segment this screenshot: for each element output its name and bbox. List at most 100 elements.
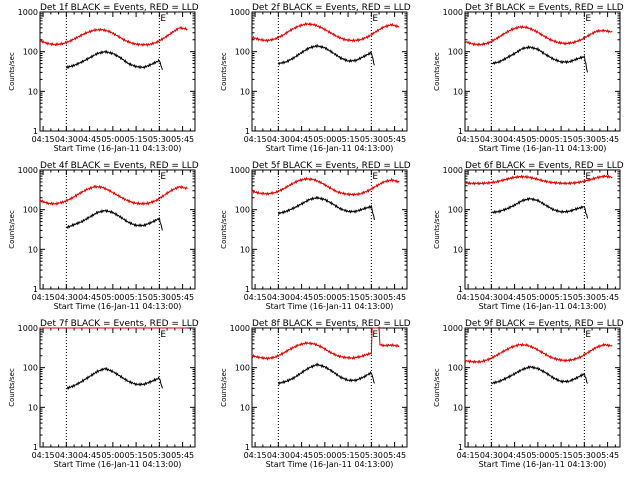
x-tick-label: 05:15	[337, 293, 360, 302]
x-tick-label: 05:45	[383, 135, 406, 144]
panel-title: Det 1f BLACK = Events, RED = LLD	[40, 3, 199, 13]
lld-series-line	[464, 174, 613, 186]
x-tick-label: 05:00	[526, 451, 549, 460]
x-tick-label: 05:00	[101, 451, 124, 460]
x-tick-label: 04:30	[480, 135, 503, 144]
x-tick-label: 05:30	[360, 135, 383, 144]
x-axis-label: Start Time (16-Jan-11 04:13:00)	[479, 460, 607, 469]
y-tick-label: 100	[448, 206, 463, 215]
y-tick-label: 1000	[230, 166, 250, 175]
x-axis-label: Start Time (16-Jan-11 04:13:00)	[266, 460, 394, 469]
panel-title: Det 7f BLACK = Events, RED = LLD	[40, 319, 199, 329]
x-tick-label: 04:15	[244, 135, 267, 144]
events-series-line	[491, 45, 588, 73]
x-axis-label: Start Time (16-Jan-11 04:13:00)	[54, 460, 182, 469]
y-tick-label: 1000	[230, 8, 250, 17]
marker-label: E	[372, 14, 378, 24]
plot-frame	[39, 11, 196, 132]
panel-det-5f: Det 5f BLACK = Events, RED = LLD 1 10 100 10…	[220, 161, 411, 311]
x-tick-label: 05:00	[101, 293, 124, 302]
lld-series-line	[40, 184, 188, 206]
x-tick-label: 05:15	[550, 293, 573, 302]
x-tick-label: 04:15	[457, 293, 480, 302]
panel-title: Det 2f BLACK = Events, RED = LLD	[252, 3, 411, 13]
x-tick-label: 05:45	[596, 293, 619, 302]
x-tick-label: 05:30	[360, 293, 383, 302]
x-tick-label: 05:30	[360, 451, 383, 460]
panel-det-4f: Det 4f BLACK = Events, RED = LLD 1 10 100 10…	[8, 161, 199, 311]
lld-series-line	[251, 21, 400, 43]
lld-series-line	[464, 342, 613, 365]
marker-label: E	[160, 330, 166, 340]
events-series-line	[490, 365, 588, 385]
y-tick-label: 1	[245, 443, 250, 452]
lld-series-line	[251, 176, 400, 197]
x-tick-label: 04:45	[503, 451, 526, 460]
x-tick-label: 05:45	[383, 293, 406, 302]
y-axis-label: Counts/sec	[433, 52, 441, 91]
y-tick-label: 1000	[18, 324, 38, 333]
x-tick-label: 04:30	[55, 451, 78, 460]
panel-det-9f: Det 9f BLACK = Events, RED = LLD 1 10 100 10…	[433, 319, 624, 469]
x-axis-label: Start Time (16-Jan-11 04:13:00)	[266, 302, 394, 311]
panel-det-1f: Det 1f BLACK = Events, RED = LLD 1 10 100 10…	[8, 3, 199, 153]
x-tick-label: 05:30	[573, 135, 596, 144]
y-tick-label: 1	[245, 127, 250, 136]
x-tick-label: 05:45	[171, 451, 194, 460]
y-tick-label: 10	[28, 403, 38, 412]
y-tick-label: 100	[23, 364, 38, 373]
y-tick-label: 1	[33, 285, 38, 294]
plot-frame	[39, 327, 196, 448]
y-tick-label: 1	[458, 443, 463, 452]
y-axis-label: Counts/sec	[220, 210, 228, 249]
x-tick-label: 04:45	[290, 293, 313, 302]
x-tick-label: 04:45	[290, 135, 313, 144]
x-tick-label: 04:30	[267, 293, 290, 302]
plot-frame	[251, 169, 408, 290]
y-tick-label: 100	[448, 48, 463, 57]
panel-det-3f: Det 3f BLACK = Events, RED = LLD 1 10 100 10…	[433, 3, 624, 153]
marker-label: E	[160, 172, 166, 182]
x-axis-label: Start Time (16-Jan-11 04:13:00)	[54, 302, 182, 311]
y-tick-label: 10	[453, 87, 463, 96]
x-tick-label: 04:15	[244, 451, 267, 460]
events-series-line	[277, 43, 375, 66]
x-axis-label: Start Time (16-Jan-11 04:13:00)	[266, 144, 394, 153]
panel-title: Det 5f BLACK = Events, RED = LLD	[252, 161, 411, 171]
y-tick-label: 1	[33, 443, 38, 452]
x-tick-label: 05:15	[550, 451, 573, 460]
y-tick-label: 100	[23, 206, 38, 215]
lld-series-line	[251, 326, 400, 361]
x-tick-label: 04:15	[32, 135, 55, 144]
x-tick-label: 04:30	[55, 293, 78, 302]
x-tick-label: 05:00	[313, 293, 336, 302]
y-axis-label: Counts/sec	[433, 368, 441, 407]
x-tick-label: 05:15	[337, 135, 360, 144]
x-tick-label: 05:30	[148, 451, 171, 460]
x-tick-label: 04:15	[244, 293, 267, 302]
panel-det-2f: Det 2f BLACK = Events, RED = LLD 1 10 100 10…	[220, 3, 411, 153]
events-series-line	[277, 362, 375, 386]
y-axis-label: Counts/sec	[433, 210, 441, 249]
x-tick-label: 05:15	[550, 135, 573, 144]
y-tick-label: 100	[448, 364, 463, 373]
x-tick-label: 05:30	[148, 293, 171, 302]
x-tick-label: 04:30	[480, 293, 503, 302]
x-tick-label: 04:30	[267, 135, 290, 144]
y-tick-label: 10	[240, 403, 250, 412]
x-axis-label: Start Time (16-Jan-11 04:13:00)	[479, 302, 607, 311]
y-tick-label: 10	[240, 245, 250, 254]
marker-label: E	[372, 330, 378, 340]
x-tick-label: 05:00	[526, 293, 549, 302]
x-tick-label: 04:30	[55, 135, 78, 144]
panel-title: Det 6f BLACK = Events, RED = LLD	[465, 161, 624, 171]
x-axis-label: Start Time (16-Jan-11 04:13:00)	[54, 144, 182, 153]
y-tick-label: 10	[28, 87, 38, 96]
y-tick-label: 1000	[443, 166, 463, 175]
panel-title: Det 8f BLACK = Events, RED = LLD	[252, 319, 411, 329]
x-tick-label: 05:00	[313, 451, 336, 460]
x-tick-label: 05:45	[596, 451, 619, 460]
x-tick-label: 04:45	[503, 293, 526, 302]
